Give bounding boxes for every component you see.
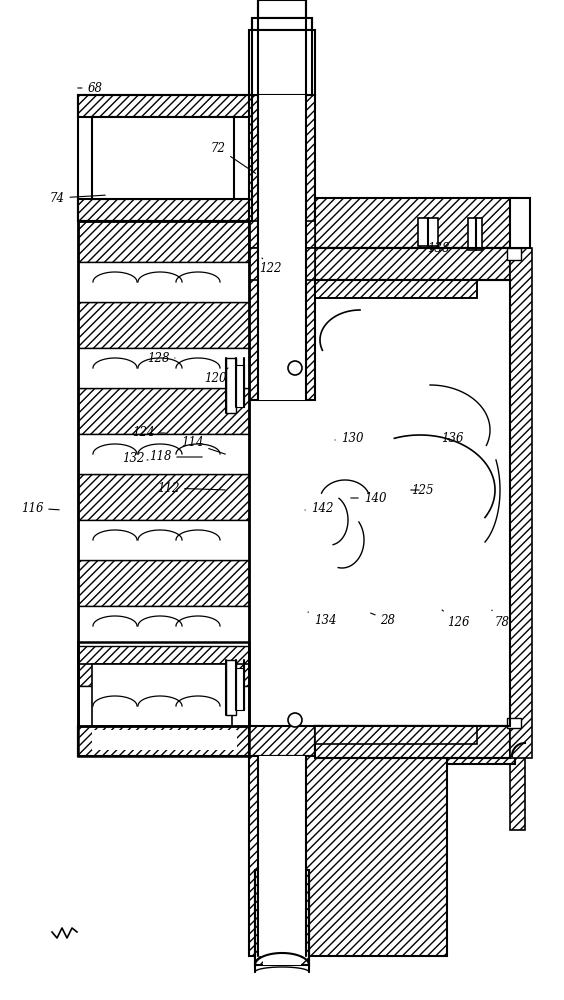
Polygon shape (510, 198, 525, 830)
Bar (252, 18, 312, 30)
Bar (315, 280, 477, 298)
Bar (78, 642, 249, 756)
Text: 126: 126 (442, 610, 469, 629)
Text: 116: 116 (21, 502, 59, 514)
Text: 122: 122 (259, 258, 281, 274)
Bar (255, 870, 309, 965)
Circle shape (288, 361, 302, 375)
Bar (78, 348, 249, 388)
Bar (315, 198, 515, 248)
Bar (249, 30, 315, 95)
Text: 140: 140 (351, 491, 386, 504)
Bar (252, 18, 312, 30)
Text: 124: 124 (132, 426, 165, 440)
Bar (78, 302, 249, 348)
Bar (78, 262, 249, 302)
Bar (78, 726, 249, 756)
Bar (510, 198, 530, 248)
Text: 74: 74 (50, 192, 105, 205)
Text: 142: 142 (305, 502, 333, 514)
Bar (236, 668, 244, 710)
Bar (315, 248, 510, 280)
Bar (78, 199, 252, 221)
Bar (92, 117, 234, 199)
Bar (315, 726, 510, 758)
Text: 134: 134 (308, 612, 336, 626)
Bar (315, 726, 477, 744)
Bar (468, 218, 482, 250)
Bar (258, 0, 306, 18)
Bar (249, 756, 447, 956)
Bar (507, 248, 521, 260)
Bar (315, 280, 477, 298)
Bar (78, 726, 252, 756)
Text: 28: 28 (371, 613, 395, 626)
Bar (78, 642, 249, 664)
Bar (78, 606, 249, 646)
Bar (258, 95, 306, 400)
Polygon shape (249, 248, 315, 280)
Bar (315, 280, 510, 726)
Bar (92, 664, 232, 726)
Bar (226, 358, 236, 413)
Text: 138: 138 (427, 241, 450, 254)
Bar (263, 870, 301, 965)
Text: 114: 114 (180, 436, 226, 454)
Text: 136: 136 (440, 432, 463, 444)
Text: 68: 68 (78, 82, 103, 95)
Text: 120: 120 (204, 368, 228, 384)
Bar (507, 718, 521, 728)
Polygon shape (249, 221, 315, 248)
Text: 128: 128 (147, 352, 175, 364)
Bar (258, 0, 306, 18)
Text: 125: 125 (411, 484, 433, 496)
Bar (249, 95, 315, 400)
Bar (78, 520, 249, 560)
Bar (236, 365, 244, 407)
Bar (78, 560, 249, 606)
Bar (78, 474, 249, 520)
Bar (418, 218, 438, 246)
Bar (78, 388, 249, 434)
Text: 132: 132 (122, 452, 148, 464)
Bar (78, 221, 249, 726)
Bar (510, 248, 532, 758)
Bar (249, 726, 447, 756)
Text: 112: 112 (157, 482, 225, 494)
Text: 72: 72 (210, 141, 255, 173)
Circle shape (288, 713, 302, 727)
Bar (249, 30, 315, 95)
Text: 130: 130 (335, 432, 363, 444)
Bar (315, 726, 515, 764)
Bar (78, 646, 249, 686)
Text: 118: 118 (149, 450, 202, 464)
Bar (92, 730, 237, 750)
Bar (78, 95, 252, 117)
Bar (78, 434, 249, 474)
Bar (78, 686, 249, 726)
Text: 78: 78 (492, 610, 509, 629)
Bar (226, 660, 236, 715)
Bar (78, 221, 249, 262)
Bar (258, 756, 306, 956)
